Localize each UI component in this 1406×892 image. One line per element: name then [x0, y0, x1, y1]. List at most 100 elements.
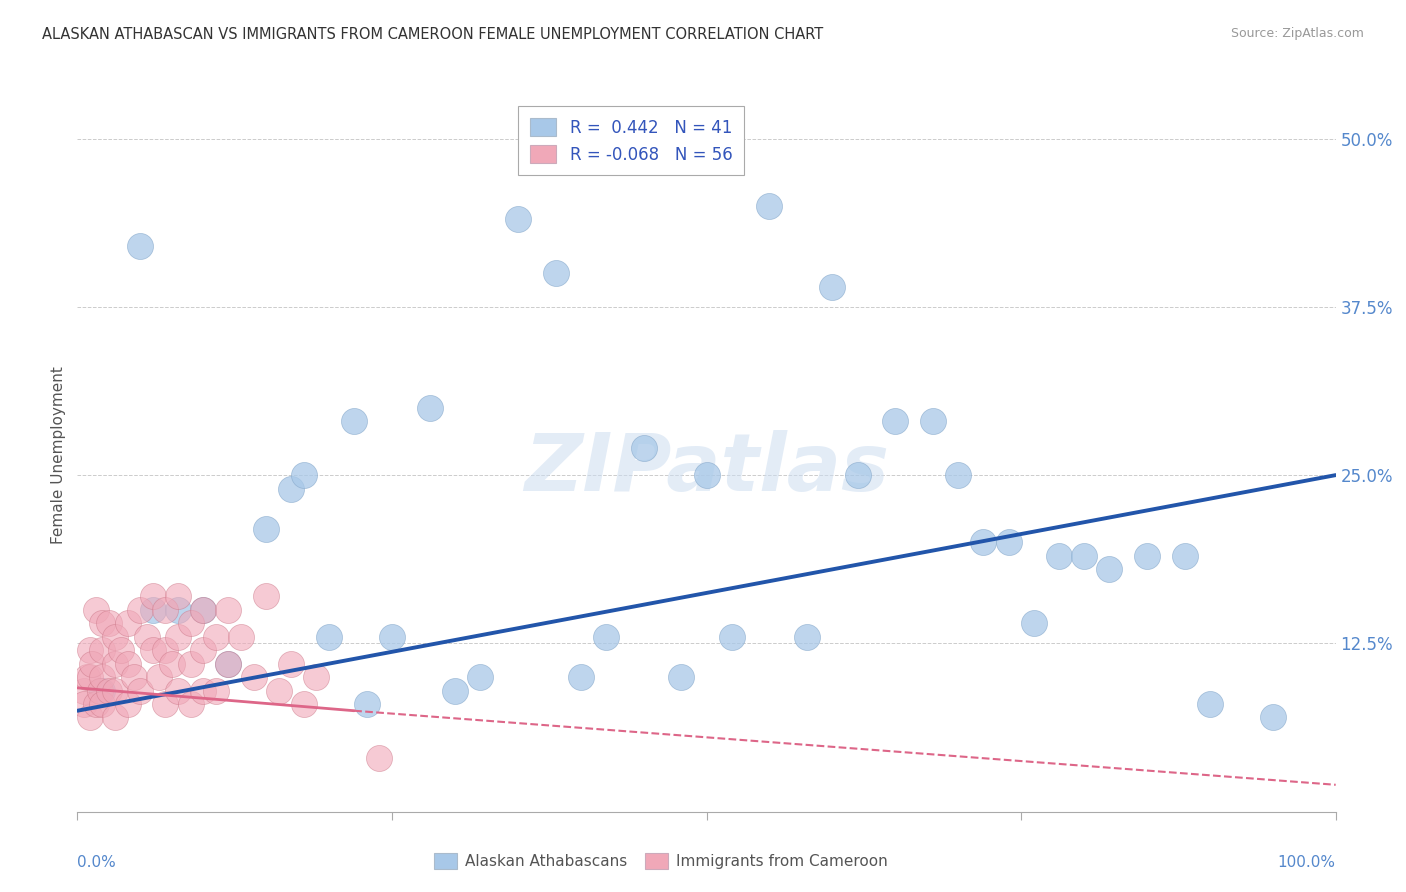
- Point: [569, 670, 592, 684]
- Point: [104, 657, 127, 671]
- Point: [292, 468, 315, 483]
- Point: [305, 670, 328, 684]
- Point: [633, 441, 655, 455]
- Point: [142, 643, 165, 657]
- Point: [217, 657, 239, 671]
- Point: [280, 657, 302, 671]
- Point: [91, 643, 114, 657]
- Point: [91, 670, 114, 684]
- Point: [180, 616, 202, 631]
- Text: 0.0%: 0.0%: [77, 855, 117, 870]
- Point: [254, 522, 277, 536]
- Point: [696, 468, 718, 483]
- Point: [846, 468, 869, 483]
- Point: [292, 697, 315, 711]
- Point: [72, 697, 94, 711]
- Point: [97, 616, 120, 631]
- Y-axis label: Female Unemployment: Female Unemployment: [51, 366, 66, 544]
- Point: [229, 630, 252, 644]
- Legend: Alaskan Athabascans, Immigrants from Cameroon: Alaskan Athabascans, Immigrants from Cam…: [427, 847, 894, 875]
- Point: [758, 199, 780, 213]
- Point: [167, 589, 190, 603]
- Point: [217, 657, 239, 671]
- Point: [89, 683, 111, 698]
- Point: [142, 589, 165, 603]
- Point: [419, 401, 441, 415]
- Point: [155, 697, 177, 711]
- Point: [82, 657, 104, 671]
- Point: [1098, 562, 1121, 576]
- Point: [191, 643, 215, 657]
- Legend: R =  0.442   N = 41, R = -0.068   N = 56: R = 0.442 N = 41, R = -0.068 N = 56: [517, 106, 744, 176]
- Point: [1261, 710, 1284, 724]
- Point: [155, 603, 177, 617]
- Point: [180, 657, 202, 671]
- Point: [204, 630, 226, 644]
- Point: [129, 603, 152, 617]
- Point: [343, 414, 366, 428]
- Point: [79, 643, 101, 657]
- Text: Source: ZipAtlas.com: Source: ZipAtlas.com: [1230, 27, 1364, 40]
- Point: [242, 670, 264, 684]
- Point: [167, 603, 190, 617]
- Point: [129, 239, 152, 253]
- Point: [84, 697, 107, 711]
- Point: [142, 603, 165, 617]
- Point: [506, 212, 529, 227]
- Point: [104, 683, 127, 698]
- Point: [544, 266, 567, 280]
- Point: [381, 630, 404, 644]
- Point: [180, 697, 202, 711]
- Point: [79, 710, 101, 724]
- Point: [972, 535, 994, 549]
- Text: 100.0%: 100.0%: [1278, 855, 1336, 870]
- Point: [110, 643, 132, 657]
- Point: [160, 657, 183, 671]
- Point: [280, 482, 302, 496]
- Point: [254, 589, 277, 603]
- Point: [79, 670, 101, 684]
- Point: [267, 683, 290, 698]
- Point: [217, 603, 239, 617]
- Point: [167, 683, 190, 698]
- Point: [148, 670, 170, 684]
- Point: [997, 535, 1019, 549]
- Point: [72, 683, 94, 698]
- Point: [1073, 549, 1095, 563]
- Point: [1198, 697, 1220, 711]
- Point: [468, 670, 491, 684]
- Point: [155, 643, 177, 657]
- Point: [595, 630, 617, 644]
- Point: [76, 670, 98, 684]
- Point: [117, 697, 139, 711]
- Text: ZIPatlas: ZIPatlas: [524, 430, 889, 508]
- Point: [191, 603, 215, 617]
- Point: [97, 683, 120, 698]
- Point: [444, 683, 467, 698]
- Point: [318, 630, 340, 644]
- Point: [948, 468, 970, 483]
- Point: [1022, 616, 1045, 631]
- Point: [821, 279, 844, 293]
- Point: [122, 670, 145, 684]
- Point: [368, 751, 391, 765]
- Point: [796, 630, 818, 644]
- Point: [167, 630, 190, 644]
- Point: [91, 697, 114, 711]
- Point: [104, 630, 127, 644]
- Point: [191, 683, 215, 698]
- Point: [1174, 549, 1197, 563]
- Point: [720, 630, 742, 644]
- Point: [117, 657, 139, 671]
- Point: [129, 683, 152, 698]
- Point: [91, 616, 114, 631]
- Point: [104, 710, 127, 724]
- Point: [204, 683, 226, 698]
- Text: ALASKAN ATHABASCAN VS IMMIGRANTS FROM CAMEROON FEMALE UNEMPLOYMENT CORRELATION C: ALASKAN ATHABASCAN VS IMMIGRANTS FROM CA…: [42, 27, 824, 42]
- Point: [1047, 549, 1070, 563]
- Point: [135, 630, 157, 644]
- Point: [884, 414, 907, 428]
- Point: [1136, 549, 1159, 563]
- Point: [922, 414, 945, 428]
- Point: [117, 616, 139, 631]
